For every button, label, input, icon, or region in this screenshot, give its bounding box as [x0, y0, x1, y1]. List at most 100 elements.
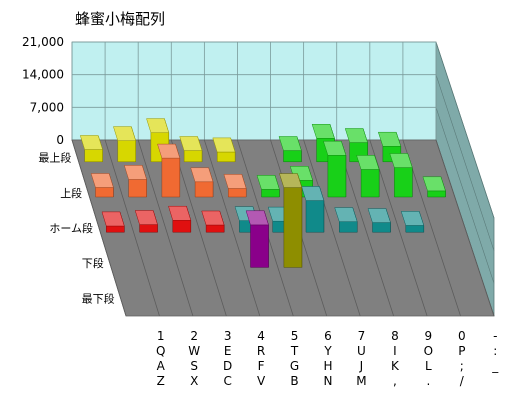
bar-front [194, 181, 214, 198]
bar [344, 128, 368, 163]
bar-front [183, 150, 203, 163]
bar-front [305, 200, 325, 233]
bar [422, 176, 446, 198]
z-tick-label: 21,000 [22, 35, 64, 49]
bar [212, 137, 236, 163]
bar-top [367, 208, 391, 223]
bar-top [356, 155, 380, 170]
side-wall-gridline [435, 41, 495, 219]
row-label: 最上段 [38, 151, 71, 165]
bar-top [323, 140, 347, 156]
column-label-char: V [257, 374, 266, 388]
bar-top [90, 173, 114, 188]
bar-front [283, 150, 302, 163]
bar [245, 210, 269, 268]
floor-gridline [71, 139, 127, 317]
column-label-char: 2 [190, 329, 198, 343]
bar-front [228, 188, 247, 198]
column-label-char: Q [156, 344, 165, 358]
column-label-char: H [323, 359, 332, 373]
bar-top [245, 210, 269, 226]
bar-front [339, 221, 358, 233]
bar [223, 174, 247, 198]
column-label-char: _ [491, 359, 499, 373]
z-tick-label: 0 [56, 133, 64, 147]
bar [323, 140, 347, 198]
bar-top [301, 186, 325, 201]
column-label-char: 7 [358, 329, 366, 343]
bar-top [79, 135, 103, 150]
bar-front [327, 155, 347, 198]
bar [389, 153, 413, 198]
floor-gridline [137, 139, 194, 317]
column-label-char: M [356, 374, 366, 388]
column-label-char: T [290, 344, 299, 358]
bar-top [389, 153, 413, 168]
bar-top [123, 165, 147, 180]
column-label-char: , [393, 374, 397, 388]
column-label-char: ; [460, 359, 464, 373]
bar-front [117, 140, 136, 163]
column-label-char: F [258, 359, 265, 373]
bar [201, 210, 225, 233]
bar-front [106, 225, 125, 233]
bar [190, 167, 214, 198]
bar-top [157, 143, 181, 159]
back-wall [71, 41, 437, 141]
bar-front [161, 157, 181, 198]
column-label-char: : [493, 344, 497, 358]
z-axis-tick-labels: 21,000 14,000 7,000 0 [22, 35, 64, 147]
column-label-char: I [393, 344, 397, 358]
bar-top [101, 211, 125, 227]
bar-front [128, 179, 147, 198]
bar-top [146, 118, 170, 133]
column-label-char: G [290, 359, 299, 373]
bar-top [223, 174, 247, 189]
column-label-char: 8 [391, 329, 399, 343]
bar-front [427, 190, 446, 198]
bar [279, 173, 303, 268]
column-label-char: D [223, 359, 232, 373]
bar-top [113, 126, 137, 141]
bar-top [422, 176, 446, 192]
floor-gridline [369, 139, 428, 317]
column-label-char: C [223, 374, 231, 388]
bar [334, 207, 358, 233]
column-label-char: 9 [425, 329, 433, 343]
bar [400, 211, 425, 233]
floor-gridline [203, 139, 261, 317]
bar-front [172, 220, 192, 233]
column-label-char: R [257, 344, 265, 358]
column-label-char: J [359, 359, 364, 373]
column-label-char: L [425, 359, 432, 373]
row-label: ホーム段 [49, 221, 93, 235]
bar-front [372, 222, 391, 233]
column-label-char: Y [323, 344, 332, 358]
bar [134, 210, 158, 233]
column-label-char: . [426, 374, 430, 388]
column-label-char: X [190, 374, 198, 388]
column-label-char: - [493, 329, 497, 343]
column-label-char: 4 [257, 329, 265, 343]
side-wall-gridline [435, 107, 495, 284]
bar [79, 135, 103, 163]
bar [168, 205, 192, 233]
bar-front [394, 167, 413, 198]
column-label-char: U [357, 344, 366, 358]
row-label: 最下段 [82, 291, 115, 305]
bar-top [278, 136, 302, 151]
floor-gridline [104, 139, 160, 317]
bar-front [360, 169, 380, 198]
z-tick-label: 7,000 [30, 100, 64, 114]
column-label-char: P [458, 344, 465, 358]
side-wall-gridline [435, 74, 495, 251]
bar [101, 211, 125, 233]
bar-top [311, 124, 335, 139]
bar [367, 208, 391, 233]
column-label-char: 1 [157, 329, 165, 343]
bar-top [212, 137, 236, 153]
bar-top [134, 210, 158, 225]
bar [157, 143, 181, 198]
bar-top [201, 210, 225, 226]
